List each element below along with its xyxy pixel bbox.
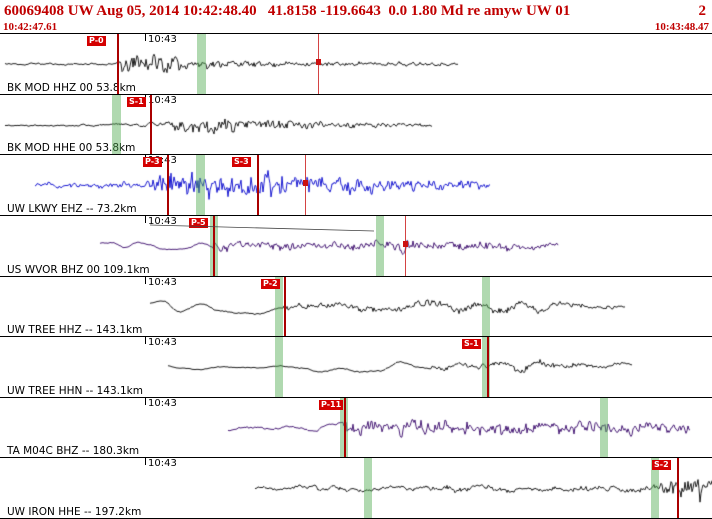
trace-panel[interactable]: 10:43 UW LKWY EHZ -- 73.2km P-3 S-3	[0, 154, 712, 215]
trace-panel[interactable]: 10:43 BK MOD HHE 00 53.8km S-1	[0, 93, 712, 155]
minute-label: 10:43	[148, 215, 177, 227]
station-label: UW LKWY EHZ -- 73.2km	[7, 202, 137, 215]
phase-pick-label[interactable]: P-5	[189, 217, 208, 228]
phase-pick-label[interactable]: P-3	[143, 157, 162, 168]
event-summary: 60069408 UW Aug 05, 2014 10:42:48.40 41.…	[4, 3, 571, 19]
window-start-time: 10:42:47.61	[3, 21, 58, 33]
trace-panel[interactable]: 10:43 UW TREE HHN -- 143.1km S-1	[0, 336, 712, 397]
minute-tick	[145, 34, 146, 41]
minute-label: 10:43	[148, 337, 177, 349]
trace-panel[interactable]: 10:43 US WVOR BHZ 00 109.1km P-5	[0, 214, 712, 276]
minute-label: 10:43	[148, 458, 177, 470]
minute-tick	[145, 458, 146, 466]
station-label: UW IRON HHE -- 197.2km	[7, 506, 142, 518]
phase-pick-line[interactable]	[487, 337, 489, 397]
phase-pick-line[interactable]	[677, 458, 679, 518]
station-label: BK MOD HHZ 00 53.8km	[7, 81, 136, 94]
arrival-window-band	[482, 337, 490, 397]
trace-panel-list: 10:43 BK MOD HHZ 00 53.8km P-0 10:43 BK …	[0, 33, 712, 519]
coda-marker-line[interactable]	[403, 215, 408, 276]
station-label: TA M04C BHZ -- 180.3km	[7, 445, 140, 458]
arrival-window-band	[275, 337, 283, 397]
arrival-window-band	[196, 155, 205, 215]
station-label: BK MOD HHE 00 53.8km	[7, 142, 136, 155]
phase-pick-label[interactable]: S-1	[127, 96, 146, 107]
phase-pick-line[interactable]	[257, 155, 259, 215]
phase-pick-line[interactable]	[117, 34, 119, 94]
waveform-canvas[interactable]	[0, 276, 712, 337]
trace-panel[interactable]: 10:43 UW IRON HHE -- 197.2km S-2	[0, 457, 712, 519]
arrival-window-band	[197, 34, 206, 94]
minute-label: 10:43	[148, 276, 177, 288]
coda-marker-line[interactable]	[316, 34, 321, 94]
coda-marker-line[interactable]	[303, 155, 308, 215]
phase-pick-label[interactable]: S-3	[232, 157, 251, 168]
phase-pick-label[interactable]: P-0	[87, 36, 106, 46]
arrival-window-band	[112, 94, 121, 155]
minute-tick	[145, 215, 146, 223]
waveform-canvas[interactable]	[0, 337, 712, 397]
phase-pick-line[interactable]	[344, 397, 346, 458]
phase-pick-line[interactable]	[167, 155, 169, 215]
phase-pick-line[interactable]	[150, 94, 152, 155]
station-label: UW TREE HHZ -- 143.1km	[7, 324, 143, 337]
arrival-window-band	[600, 397, 608, 458]
event-header: 60069408 UW Aug 05, 2014 10:42:48.40 41.…	[0, 0, 712, 22]
trace-panel[interactable]: 10:43 UW TREE HHZ -- 143.1km P-2	[0, 275, 712, 337]
minute-label: 10:43	[148, 155, 177, 167]
minute-tick	[145, 337, 146, 345]
phase-pick-line[interactable]	[284, 276, 286, 337]
minute-tick	[145, 276, 146, 284]
arrival-window-band	[651, 458, 659, 518]
trace-panel[interactable]: 10:43 TA M04C BHZ -- 180.3km P-11	[0, 396, 712, 458]
time-window-bar: 10:42:47.61 10:43:48.47	[0, 22, 712, 33]
arrival-window-band	[376, 215, 384, 276]
phase-pick-label[interactable]: P-11	[319, 399, 344, 410]
arrival-window-band	[275, 276, 283, 337]
phase-pick-label[interactable]: P-2	[261, 278, 280, 289]
phase-pick-line[interactable]	[213, 215, 215, 276]
minute-tick	[145, 397, 146, 405]
phase-pick-label[interactable]: S-2	[652, 460, 671, 471]
waveform-canvas[interactable]	[0, 155, 712, 215]
phase-pick-label[interactable]: S-1	[462, 339, 481, 350]
window-end-time: 10:43:48.47	[654, 21, 709, 33]
event-flag: 2	[698, 3, 707, 19]
arrival-window-band	[482, 276, 490, 337]
trace-panel[interactable]: 10:43 BK MOD HHZ 00 53.8km P-0	[0, 33, 712, 94]
waveform-canvas[interactable]	[0, 94, 712, 155]
minute-label: 10:43	[148, 34, 177, 45]
arrival-window-band	[364, 458, 372, 518]
station-label: US WVOR BHZ 00 109.1km	[7, 263, 150, 276]
station-label: UW TREE HHN -- 143.1km	[7, 384, 143, 397]
waveform-canvas[interactable]	[0, 458, 712, 519]
waveform-canvas[interactable]	[0, 397, 712, 458]
minute-label: 10:43	[148, 94, 177, 106]
minute-label: 10:43	[148, 397, 177, 409]
